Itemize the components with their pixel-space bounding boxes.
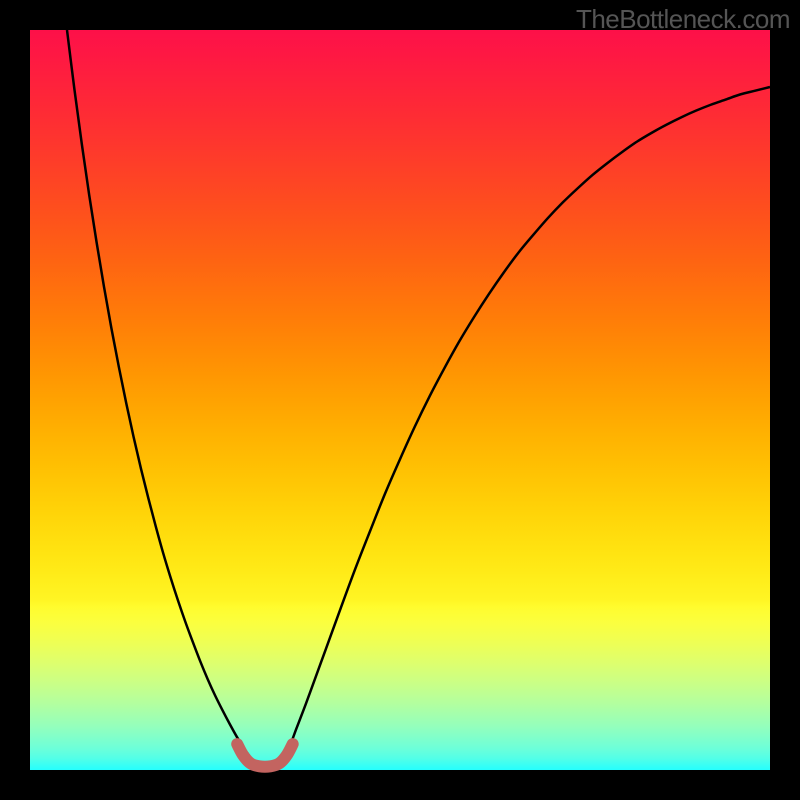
bottleneck-chart (0, 0, 800, 800)
plot-background (30, 30, 770, 770)
chart-container: TheBottleneck.com (0, 0, 800, 800)
watermark-text: TheBottleneck.com (576, 4, 790, 35)
